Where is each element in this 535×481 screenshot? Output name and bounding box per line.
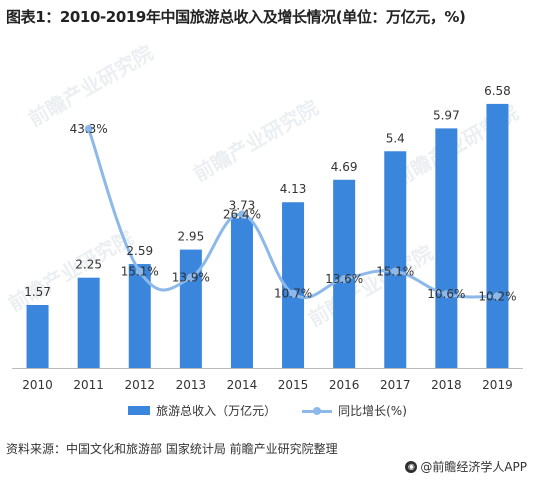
- legend-label-revenue: 旅游总收入（万亿元）: [156, 404, 277, 418]
- growth-point-2016[interactable]: [340, 275, 349, 284]
- bar-2018[interactable]: [435, 128, 458, 368]
- bar-2011[interactable]: [77, 277, 100, 368]
- x-tick-label-2012: 2012: [124, 378, 155, 392]
- line-layer: [84, 125, 502, 301]
- axis-layer: 2010 2011 2012 2013 2014 2015 2016 2017 2018 2019: [12, 368, 523, 392]
- bar-label-2012: 2.59: [126, 244, 153, 258]
- x-tick-label-2019: 2019: [482, 378, 513, 392]
- legend-item-revenue[interactable]: 旅游总收入（万亿元）: [128, 402, 276, 419]
- growth-point-2012[interactable]: [135, 267, 144, 276]
- bar-2016[interactable]: [333, 179, 356, 368]
- x-tick-label-2018: 2018: [431, 378, 462, 392]
- growth-label-2018: 10.6%: [427, 287, 465, 301]
- bar-2015[interactable]: [282, 202, 305, 368]
- bar-label-2017: 5.4: [386, 131, 405, 145]
- bar-label-2010: 1.57: [24, 285, 51, 299]
- source-note: 资料来源：中国文化和旅游部 国家统计局 前瞻产业研究院整理: [6, 442, 338, 456]
- bar-2013[interactable]: [179, 249, 202, 368]
- growth-label-2016: 13.6%: [325, 272, 363, 286]
- growth-label-2012: 15.1%: [121, 265, 159, 279]
- growth-label-2015: 10.7%: [274, 287, 312, 301]
- bar-label-2011: 2.25: [75, 258, 102, 272]
- brand-logo-icon: ◉: [405, 460, 418, 473]
- growth-label-2011: 43.3%: [70, 122, 108, 136]
- bar-label-2016: 4.69: [331, 160, 358, 174]
- growth-point-2017[interactable]: [391, 267, 400, 276]
- bar-label-2019: 6.58: [484, 84, 511, 98]
- x-tick-label-2016: 2016: [329, 378, 360, 392]
- legend-item-growth[interactable]: 同比增长(%): [302, 402, 407, 419]
- bar-2017[interactable]: [384, 151, 407, 368]
- brand-text: @前瞻经济学人APP: [420, 460, 527, 474]
- growth-point-2011[interactable]: [84, 125, 93, 134]
- growth-point-2015[interactable]: [289, 289, 298, 298]
- bar-label-2018: 5.97: [433, 108, 460, 122]
- x-tick-label-2017: 2017: [380, 378, 411, 392]
- bar-2012[interactable]: [128, 264, 151, 368]
- growth-label-2017: 15.1%: [376, 265, 414, 279]
- growth-label-2014: 26.4%: [223, 207, 261, 221]
- growth-point-2018[interactable]: [442, 290, 451, 299]
- bar-2019[interactable]: [486, 103, 509, 369]
- x-tick-label-2014: 2014: [227, 378, 258, 392]
- labels-layer: 1.57 2.25 2.59 2.95 3.73 4.13 4.69 5.4 5.97 6.58 4…: [24, 84, 516, 303]
- bars-layer: [26, 103, 509, 369]
- legend-swatch-bar: [128, 406, 151, 415]
- x-tick-label-2010: 2010: [22, 378, 53, 392]
- x-tick-label-2011: 2011: [73, 378, 104, 392]
- growth-label-2013: 13.9%: [172, 271, 210, 285]
- bar-2014[interactable]: [230, 218, 253, 368]
- brand-credit: ◉ @前瞻经济学人APP: [405, 458, 527, 475]
- bar-label-2015: 4.13: [280, 182, 307, 196]
- x-tick-label-2015: 2015: [278, 378, 309, 392]
- chart-legend: 旅游总收入（万亿元） 同比增长(%): [0, 402, 535, 419]
- growth-point-2014[interactable]: [237, 210, 246, 219]
- chart-title: 图表1：2010-2019年中国旅游总收入及增长情况(单位：万亿元，%): [6, 8, 466, 26]
- legend-swatch-line: [302, 405, 333, 417]
- legend-label-growth: 同比增长(%): [338, 404, 407, 418]
- bar-label-2014: 3.73: [229, 198, 256, 212]
- x-tick-label-2013: 2013: [176, 378, 207, 392]
- bar-label-2013: 2.95: [177, 230, 204, 244]
- growth-point-2019[interactable]: [493, 292, 502, 301]
- growth-label-2019: 10.2%: [478, 289, 516, 303]
- bar-2010[interactable]: [26, 304, 49, 368]
- growth-point-2013[interactable]: [186, 273, 195, 282]
- chart-svg: 1.57 2.25 2.59 2.95 3.73 4.13 4.69 5.4 5.97 6.58 4…: [12, 84, 523, 392]
